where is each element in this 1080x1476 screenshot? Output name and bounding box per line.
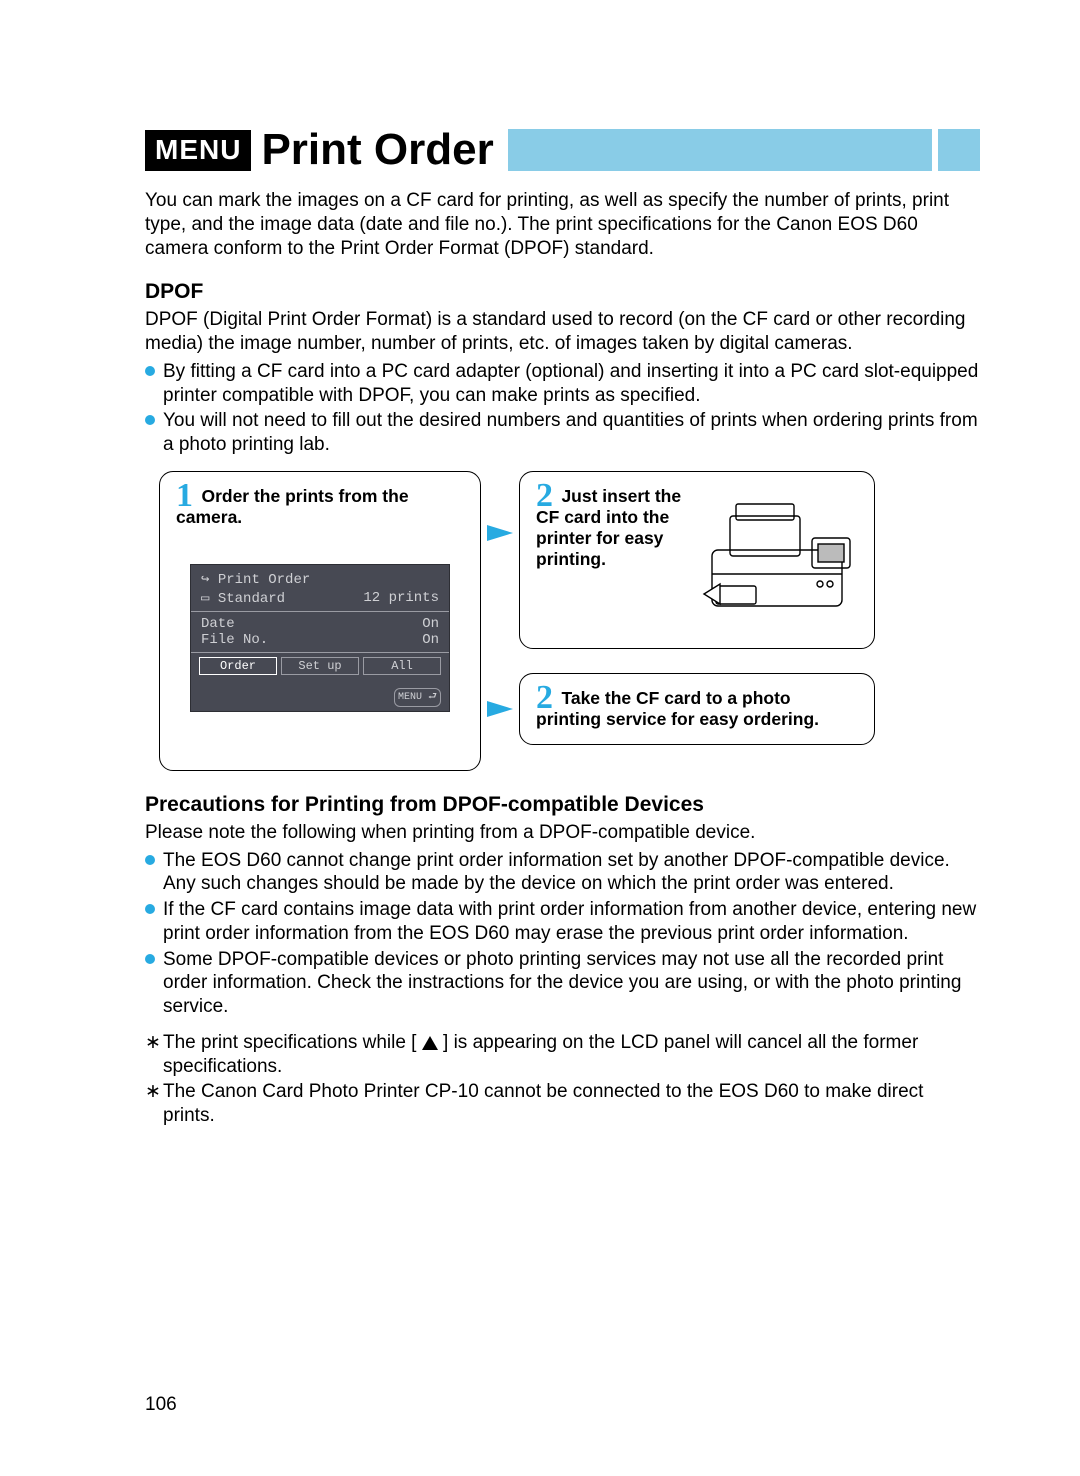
bullet-text: If the CF card contains image data with … — [163, 898, 980, 946]
lcd-row: Date On — [201, 616, 439, 632]
bullet-text: The EOS D60 cannot change print order in… — [163, 849, 980, 897]
list-item: If the CF card contains image data with … — [145, 898, 980, 946]
step-2a-card: 2 Just insert the CF card into the print… — [519, 471, 875, 649]
menu-badge: MENU — [145, 130, 251, 171]
lcd-menu-badge: MENU ⮐ — [394, 688, 441, 707]
step-text: Order the prints from the camera. — [176, 486, 409, 527]
bullet-dot-icon — [145, 855, 155, 865]
bullet-text: You will not need to fill out the desire… — [163, 409, 980, 457]
step-text: Just insert the CF card into the printer… — [536, 486, 681, 569]
lcd-label: Date — [201, 616, 235, 632]
lcd-rows: Date On File No. On — [191, 612, 449, 652]
printer-icon — [702, 496, 864, 626]
lcd-button-all: All — [363, 657, 441, 675]
arrow-right-icon — [487, 525, 513, 541]
lcd-title-text: Print Order — [218, 572, 310, 588]
bullet-text: Some DPOF-compatible devices or photo pr… — [163, 948, 980, 1019]
title-accent-bar — [508, 129, 932, 171]
list-item: You will not need to fill out the desire… — [145, 409, 980, 457]
warning-triangle-icon — [422, 1036, 438, 1050]
step-number: 1 — [176, 486, 193, 506]
camera-lcd-mock: ↪ Print Order ▭ Standard 12 prints Date O… — [190, 564, 450, 712]
note-part-a: The print specifications while [ — [163, 1032, 416, 1053]
right-steps: 2 Just insert the CF card into the print… — [519, 471, 875, 745]
page-title: Print Order — [261, 125, 493, 175]
lcd-value: On — [422, 616, 439, 632]
step-text: Take the CF card to a photo printing ser… — [536, 688, 819, 729]
lcd-menu-label: MENU — [398, 692, 422, 703]
lcd-mode: Standard — [218, 591, 285, 607]
intro-paragraph: You can mark the images on a CF card for… — [145, 189, 980, 260]
bullet-dot-icon — [145, 366, 155, 376]
arrow-column — [481, 471, 519, 771]
dpof-body: DPOF (Digital Print Order Format) is a s… — [145, 308, 980, 356]
title-accent-block — [938, 129, 980, 171]
lcd-value: On — [422, 632, 439, 648]
step-2b-card: 2 Take the CF card to a photo printing s… — [519, 673, 875, 745]
asterisk-icon: ∗ — [145, 1080, 159, 1104]
step-number: 2 — [536, 486, 553, 506]
precautions-bullets: The EOS D60 cannot change print order in… — [145, 849, 980, 1019]
manual-page: MENU Print Order You can mark the images… — [0, 0, 1080, 1476]
note-text: The Canon Card Photo Printer CP-10 canno… — [163, 1080, 980, 1128]
dpof-bullets: By fitting a CF card into a PC card adap… — [145, 360, 980, 457]
lcd-count: 12 prints — [363, 590, 439, 607]
note-item: ∗ The print specifications while [ ] is … — [145, 1031, 980, 1079]
list-item: The EOS D60 cannot change print order in… — [145, 849, 980, 897]
bullet-dot-icon — [145, 904, 155, 914]
page-title-row: MENU Print Order — [145, 125, 980, 175]
step-number: 2 — [536, 688, 553, 708]
page-number: 106 — [145, 1394, 177, 1416]
bullet-text: By fitting a CF card into a PC card adap… — [163, 360, 980, 408]
lcd-row: File No. On — [201, 632, 439, 648]
precautions-heading: Precautions for Printing from DPOF-compa… — [145, 793, 980, 817]
asterisk-icon: ∗ — [145, 1031, 159, 1055]
note-text: The print specifications while [ ] is ap… — [163, 1031, 980, 1079]
lcd-button-order: Order — [199, 657, 277, 675]
lcd-label: File No. — [201, 632, 268, 648]
dpof-heading: DPOF — [145, 280, 980, 304]
lcd-button-setup: Set up — [281, 657, 359, 675]
note-item: ∗ The Canon Card Photo Printer CP-10 can… — [145, 1080, 980, 1128]
workflow-diagram: 1 Order the prints from the camera. ↪ Pr… — [159, 471, 980, 771]
list-item: Some DPOF-compatible devices or photo pr… — [145, 948, 980, 1019]
lcd-title: ↪ Print Order — [191, 565, 449, 590]
precautions-lead: Please note the following when printing … — [145, 821, 980, 845]
bullet-dot-icon — [145, 954, 155, 964]
lcd-buttons: Order Set up All — [191, 652, 449, 679]
arrow-right-icon — [487, 701, 513, 717]
step-1-card: 1 Order the prints from the camera. ↪ Pr… — [159, 471, 481, 771]
bullet-dot-icon — [145, 415, 155, 425]
list-item: By fitting a CF card into a PC card adap… — [145, 360, 980, 408]
lcd-subtitle: ▭ Standard 12 prints — [191, 590, 449, 612]
